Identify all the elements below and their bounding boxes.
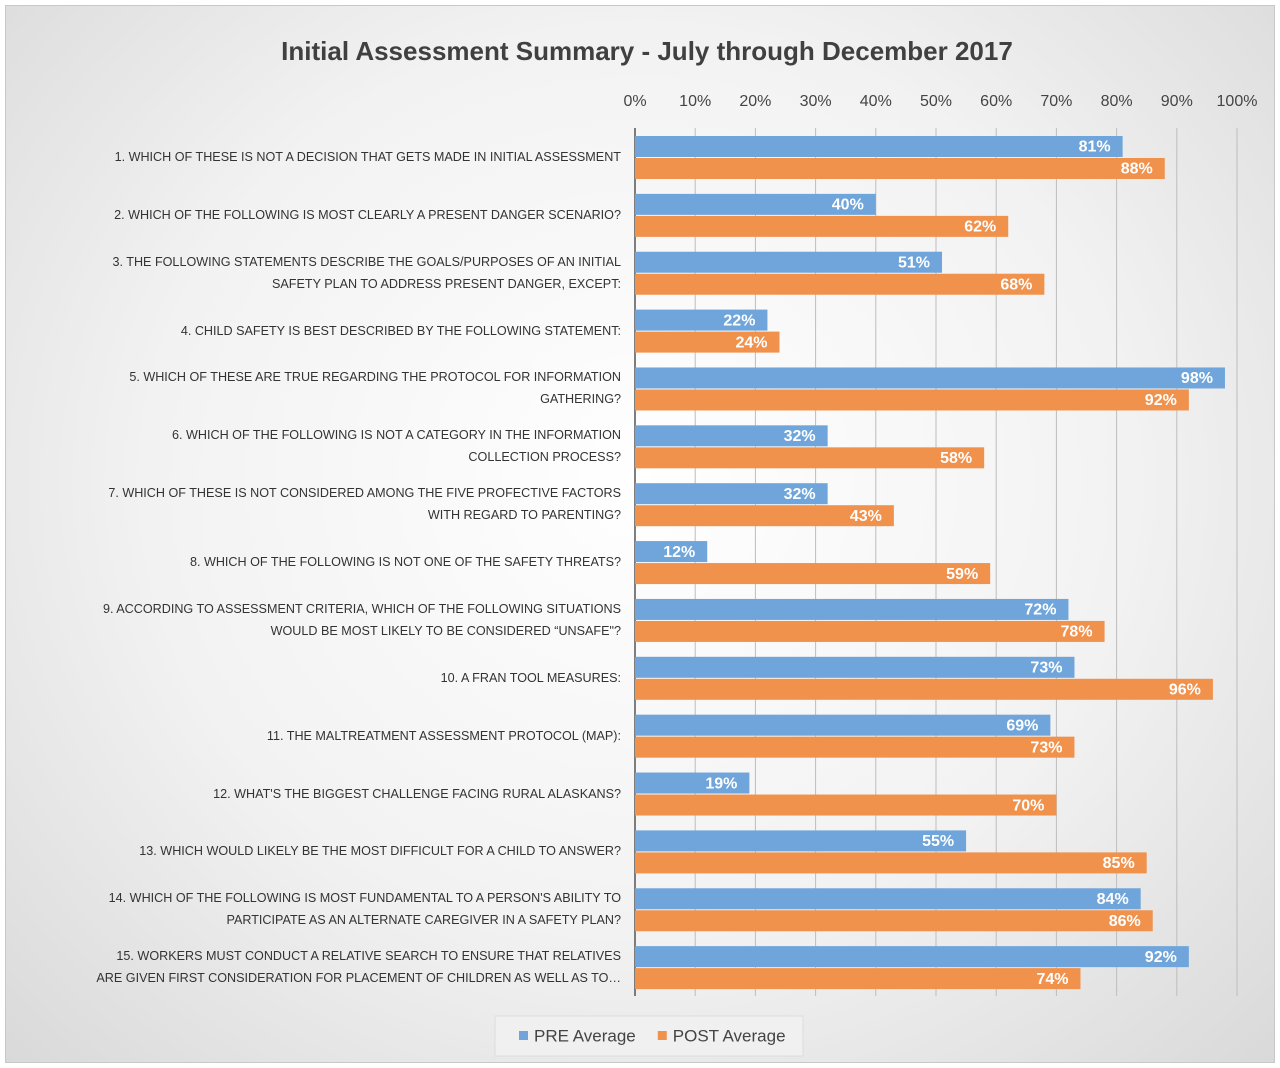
data-label: 12% [663,544,695,561]
legend-label: PRE Average [534,1026,636,1045]
bar [635,714,1051,736]
category-label: 7. WHICH OF THESE IS NOT CONSIDERED AMON… [108,486,621,523]
bar [635,541,708,563]
bar [635,193,876,215]
x-tick-label: 30% [800,93,832,110]
data-label: 19% [705,775,737,792]
bar [635,678,1213,700]
legend-swatch [519,1031,528,1040]
data-label: 73% [1030,660,1062,677]
data-label: 72% [1024,602,1056,619]
bar [635,389,1189,411]
data-label: 78% [1061,624,1093,641]
data-label: 22% [723,312,755,329]
bar [635,656,1075,678]
bar [635,620,1105,642]
bar [635,968,1081,990]
bar [635,447,985,469]
data-label: 86% [1109,913,1141,930]
bar [635,888,1141,910]
x-tick-label: 80% [1101,93,1133,110]
legend-box [494,1015,804,1057]
chart: Initial Assessment Summary - July throug… [281,36,1258,1057]
data-label: 55% [922,833,954,850]
data-label: 59% [946,566,978,583]
data-label: 32% [784,428,816,445]
bar [635,367,1225,389]
data-label: 84% [1097,891,1129,908]
chart-title: Initial Assessment Summary - July throug… [281,36,1013,66]
bar [635,136,1123,157]
bar [635,598,1069,620]
category-label: 15. WORKERS MUST CONDUCT A RELATIVE SEAR… [96,949,621,986]
chart-container: Initial Assessment Summary - July throug… [5,5,1275,1063]
category-label: 13. WHICH WOULD LIKELY BE THE MOST DIFFI… [139,844,621,859]
bar [635,158,1165,179]
data-label: 74% [1036,971,1068,988]
bar [635,830,967,852]
category-label: 3. THE FOLLOWING STATEMENTS DESCRIBE THE… [112,254,621,291]
data-label: 58% [940,450,972,467]
category-label: 11. THE MALTREATMENT ASSESSMENT PROTOCOL… [266,728,621,743]
category-label: 8. WHICH OF THE FOLLOWING IS NOT ONE OF … [189,555,621,570]
x-tick-label: 90% [1161,93,1193,110]
data-label: 96% [1169,682,1201,699]
bar [635,425,828,447]
data-label: 43% [850,508,882,525]
bar [635,215,1009,237]
bar [635,505,894,527]
category-label: 6. WHICH OF THE FOLLOWING IS NOT A CATEG… [172,428,621,465]
data-label: 92% [1145,392,1177,409]
x-tick-label: 20% [739,93,771,110]
x-tick-label: 100% [1217,93,1258,110]
data-label: 98% [1181,370,1213,387]
data-label: 68% [1000,276,1032,293]
category-label: 10. A FRAN TOOL MEASURES: [440,670,621,685]
category-label: 12. WHAT'S THE BIGGEST CHALLENGE FACING … [213,786,621,801]
data-label: 62% [964,219,996,236]
data-label: 73% [1030,739,1062,756]
data-label: 24% [735,334,767,351]
bar [635,946,1189,968]
bar [635,331,780,353]
x-tick-label: 60% [980,93,1012,110]
legend-swatch [657,1031,667,1040]
bar [635,563,991,585]
bar [635,852,1147,874]
bar [635,736,1075,758]
data-label: 70% [1012,797,1044,814]
bar [635,772,750,794]
x-tick-label: 70% [1040,93,1072,110]
data-label: 69% [1006,717,1038,734]
category-label: 14. WHICH OF THE FOLLOWING IS MOST FUNDA… [108,891,621,928]
bar [635,483,828,505]
category-label: 5. WHICH OF THESE ARE TRUE REGARDING THE… [129,370,621,407]
data-label: 40% [832,197,864,214]
x-tick-label: 50% [920,93,952,110]
bar [635,273,1045,295]
data-label: 92% [1145,949,1177,966]
data-label: 81% [1079,139,1111,156]
data-label: 51% [898,254,930,271]
x-tick-label: 0% [623,93,646,110]
bar [635,794,1057,816]
x-tick-label: 10% [679,93,711,110]
category-label: 2. WHICH OF THE FOLLOWING IS MOST CLEARL… [114,207,621,222]
data-label: 88% [1121,161,1153,178]
bar [635,251,943,273]
category-label: 1. WHICH OF THESE IS NOT A DECISION THAT… [114,150,621,164]
data-label: 85% [1103,855,1135,872]
bar [635,309,768,331]
category-label: 4. CHILD SAFETY IS BEST DESCRIBED BY THE… [180,323,621,338]
category-label: 9. ACCORDING TO ASSESSMENT CRITERIA, WHI… [102,601,621,638]
legend-label: POST Average [673,1026,786,1045]
x-tick-label: 40% [860,93,892,110]
bar [635,910,1153,932]
data-label: 32% [784,486,816,503]
